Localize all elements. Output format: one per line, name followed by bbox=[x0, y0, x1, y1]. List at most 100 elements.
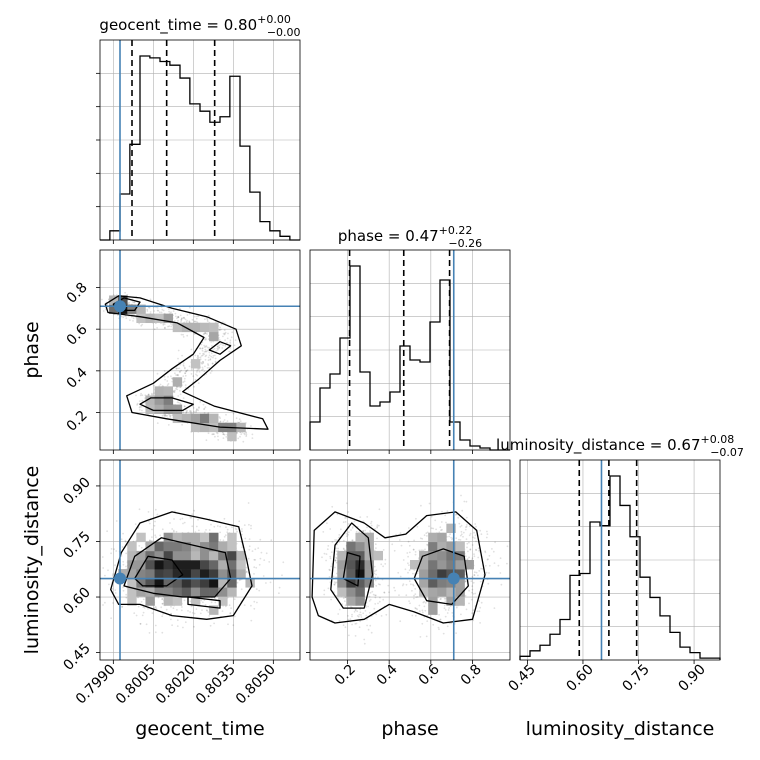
density-cell bbox=[190, 413, 201, 424]
sample-point bbox=[170, 311, 172, 314]
xticks-luminosity-distance: 0.45 0.60 0.75 0.90 bbox=[505, 662, 708, 695]
sample-point bbox=[241, 533, 243, 536]
sample-point bbox=[156, 306, 159, 309]
sample-point bbox=[229, 612, 232, 614]
sample-point bbox=[407, 555, 409, 558]
sample-point bbox=[183, 316, 185, 319]
sample-point bbox=[374, 596, 377, 599]
density-cell bbox=[455, 541, 465, 552]
sample-point bbox=[373, 570, 376, 573]
sample-point bbox=[235, 528, 238, 531]
sample-point bbox=[233, 598, 236, 601]
sample-point bbox=[455, 537, 458, 540]
density-cell bbox=[181, 413, 192, 424]
sample-point bbox=[141, 394, 144, 397]
sample-point bbox=[234, 527, 237, 530]
sample-point bbox=[133, 612, 136, 614]
density-cell bbox=[209, 605, 219, 615]
sample-point bbox=[234, 339, 237, 342]
sample-point bbox=[253, 600, 256, 603]
sample-point bbox=[142, 598, 145, 601]
sample-point bbox=[146, 310, 149, 312]
density-cell bbox=[145, 395, 155, 405]
density-cell bbox=[410, 560, 420, 570]
contour-line bbox=[342, 551, 361, 587]
sample-point bbox=[374, 594, 376, 597]
sample-point bbox=[106, 530, 108, 533]
sample-point bbox=[475, 548, 477, 551]
density-cell bbox=[190, 541, 201, 552]
sample-point bbox=[115, 520, 118, 522]
density-cell bbox=[145, 569, 155, 579]
sample-point bbox=[191, 513, 194, 515]
sample-point bbox=[354, 635, 357, 637]
sample-point bbox=[177, 316, 180, 319]
sample-point bbox=[344, 604, 347, 607]
sample-point bbox=[214, 354, 216, 357]
sample-point bbox=[418, 604, 421, 607]
sample-point bbox=[125, 565, 127, 568]
sample-point bbox=[194, 320, 196, 323]
sample-point bbox=[120, 315, 123, 318]
sample-point bbox=[402, 583, 405, 585]
sample-point bbox=[460, 524, 463, 527]
sample-point bbox=[472, 581, 475, 584]
sample-point bbox=[323, 593, 326, 596]
sample-point bbox=[378, 524, 380, 527]
sample-point bbox=[337, 613, 340, 615]
sample-point bbox=[205, 345, 208, 347]
sample-point bbox=[208, 615, 211, 617]
sample-point bbox=[475, 525, 477, 528]
density-cell bbox=[346, 550, 356, 561]
sample-point bbox=[399, 532, 402, 534]
sample-point bbox=[480, 601, 483, 604]
sample-point bbox=[180, 318, 183, 321]
sample-point bbox=[102, 310, 105, 312]
contour-line bbox=[123, 537, 232, 598]
sample-point bbox=[241, 546, 244, 549]
density-cell bbox=[163, 395, 174, 405]
sample-point bbox=[380, 563, 383, 566]
sample-point bbox=[229, 612, 232, 615]
density-cell bbox=[200, 560, 210, 570]
sample-point bbox=[335, 539, 338, 541]
density-cell bbox=[355, 541, 365, 552]
sample-point bbox=[225, 413, 227, 416]
sample-point bbox=[199, 347, 202, 349]
sample-point bbox=[375, 613, 378, 616]
sample-point bbox=[474, 523, 477, 525]
density-cell bbox=[200, 587, 210, 597]
density-cell bbox=[190, 596, 201, 606]
sample-point bbox=[184, 374, 187, 377]
density-cell bbox=[163, 404, 174, 414]
contour-line bbox=[311, 511, 486, 624]
sample-point bbox=[425, 635, 428, 638]
sample-point bbox=[208, 366, 211, 369]
sample-point bbox=[473, 555, 476, 558]
sample-point bbox=[492, 550, 495, 553]
sample-point bbox=[201, 366, 204, 369]
density-cell bbox=[346, 587, 356, 597]
sample-point bbox=[478, 570, 481, 572]
sample-point bbox=[178, 367, 181, 370]
sample-point bbox=[197, 355, 200, 358]
sample-point bbox=[414, 553, 417, 556]
sample-point bbox=[167, 383, 170, 385]
sample-point bbox=[470, 598, 473, 601]
sample-point bbox=[113, 548, 115, 551]
sample-point bbox=[479, 622, 481, 624]
sample-point bbox=[180, 317, 183, 320]
sample-point bbox=[208, 529, 211, 531]
sample-point bbox=[373, 565, 376, 568]
sample-point bbox=[219, 421, 222, 423]
sample-point bbox=[459, 539, 462, 541]
sample-point bbox=[218, 344, 221, 347]
sample-point bbox=[238, 520, 241, 523]
density-cell bbox=[209, 541, 219, 552]
sample-point bbox=[205, 439, 208, 442]
sample-point bbox=[448, 607, 450, 609]
sample-point bbox=[191, 525, 194, 528]
sample-point bbox=[162, 322, 165, 325]
sample-point bbox=[210, 370, 213, 372]
sample-point bbox=[102, 604, 104, 606]
